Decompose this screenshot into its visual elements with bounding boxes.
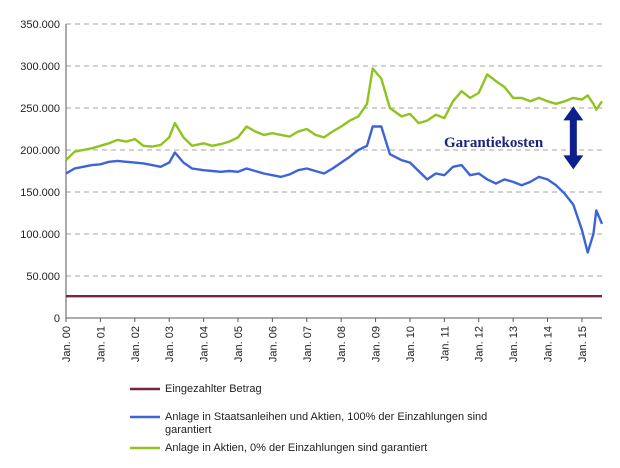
legend-label-2: Anlage in Staatsanleihen und Aktien, 100… (165, 411, 487, 436)
legend-label-3: Anlage in Aktien, 0% der Einzahlungen si… (165, 442, 427, 454)
y-tick-label: 50.000 (26, 271, 60, 283)
x-tick-label: Jan. 13 (508, 326, 520, 362)
x-tick-label: Jan. 01 (95, 326, 107, 362)
series-line-2 (65, 125, 604, 254)
x-tick-label: Jan. 04 (199, 326, 211, 362)
x-tick-label: Jan. 06 (267, 326, 279, 362)
x-tick-label: Jan. 03 (164, 326, 176, 362)
x-tick-label: Jan. 09 (371, 326, 383, 362)
x-tick-label: Jan. 08 (336, 326, 348, 362)
series-line-3 (65, 67, 603, 161)
y-tick-label: 300.000 (20, 61, 60, 73)
x-tick-label: Jan. 12 (474, 326, 486, 362)
x-axis-ticks: Jan. 00 Jan. 01 Jan. 02 Jan. 03 Jan. 04 Jan. … (61, 318, 589, 362)
y-axis-ticks: 0 50.000 100.000 150.000 200.000 250.000 300.0… (20, 19, 60, 325)
annotation-arrow-head-down (563, 155, 584, 170)
y-tick-label: 350.000 (20, 19, 60, 31)
x-tick-label: Jan. 11 (439, 326, 451, 361)
annotation: Garantiekosten (444, 106, 584, 170)
y-tick-label: 200.000 (20, 145, 60, 157)
x-tick-label: Jan. 07 (302, 326, 314, 362)
x-tick-label: Jan. 02 (130, 326, 142, 362)
x-tick-label: Jan. 05 (233, 326, 245, 362)
y-tick-label: 100.000 (20, 229, 60, 241)
x-tick-label: Jan. 14 (543, 326, 555, 362)
series-lines (65, 67, 604, 298)
y-tick-label: 150.000 (20, 187, 60, 199)
y-tick-label: 250.000 (20, 103, 60, 115)
gridlines (65, 23, 602, 319)
legend: Eingezahlter Betrag Anlage in Staatsanlei… (130, 383, 487, 454)
annotation-arrow-head-up (563, 106, 584, 121)
x-tick-label: Jan. 10 (405, 326, 417, 362)
x-tick-label: Jan. 15 (577, 326, 589, 362)
legend-label-1: Eingezahlter Betrag (165, 383, 262, 395)
annotation-label: Garantiekosten (444, 135, 544, 151)
y-tick-label: 0 (54, 313, 60, 325)
x-tick-label: Jan. 00 (61, 326, 73, 362)
